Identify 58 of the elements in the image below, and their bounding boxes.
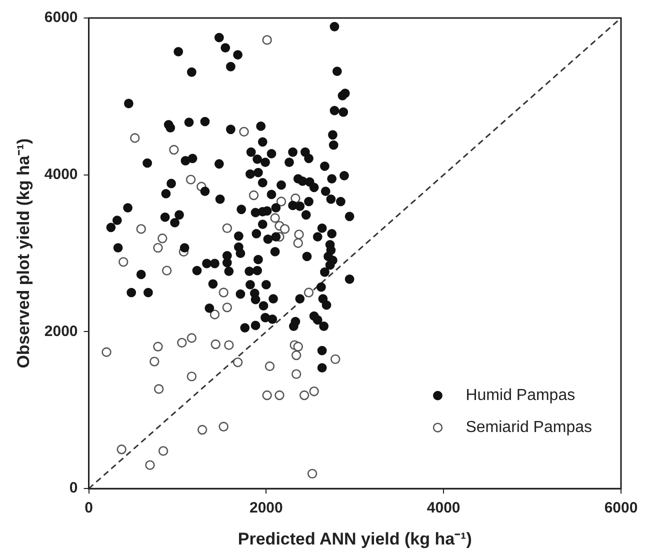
y-tick-label: 4000: [44, 166, 78, 184]
x-tick-label: 2000: [249, 500, 283, 517]
y-axis-title: Observed plot yield (kg ha⁻¹): [14, 138, 33, 368]
point: [307, 468, 318, 479]
point: [130, 133, 140, 143]
point: [150, 356, 160, 366]
point: [222, 302, 232, 312]
point: [274, 390, 284, 400]
point: [169, 144, 179, 155]
point: [239, 126, 249, 137]
point: [280, 224, 290, 234]
point: [262, 35, 272, 45]
point: [154, 384, 164, 394]
point: [218, 422, 228, 432]
point: [162, 266, 172, 276]
point: [224, 340, 234, 350]
point: [293, 238, 303, 248]
point: [153, 342, 163, 352]
point: [304, 288, 314, 298]
point: [186, 333, 197, 343]
point: [291, 369, 302, 379]
point: [222, 223, 232, 234]
point: [210, 310, 220, 320]
point: [118, 257, 128, 267]
x-tick-label: 6000: [604, 500, 638, 517]
point: [158, 446, 168, 456]
point: [102, 347, 112, 357]
x-tick-label: 4000: [426, 500, 460, 517]
point: [299, 390, 310, 400]
x-tick-label: 0: [84, 500, 93, 517]
y-tick-label: 0: [69, 480, 78, 497]
point: [330, 354, 340, 364]
point: [294, 230, 304, 240]
legend-label: Humid Pampas: [466, 387, 576, 404]
point: [116, 444, 126, 454]
legend-label: Semiarid Pampas: [466, 419, 592, 436]
point: [264, 361, 275, 372]
point: [309, 386, 319, 396]
y-tick-label: 2000: [44, 322, 78, 340]
point: [248, 190, 259, 200]
point: [291, 350, 302, 360]
point: [136, 224, 146, 234]
point: [293, 342, 303, 352]
y-tick-label: 6000: [44, 9, 78, 26]
point: [186, 174, 196, 184]
point: [186, 372, 197, 382]
x-axis-title: Predicted ANN yield (kg ha⁻¹): [238, 529, 472, 548]
point: [153, 242, 163, 253]
point: [210, 339, 220, 350]
point: [262, 390, 272, 400]
point: [177, 338, 187, 348]
point: [145, 460, 155, 470]
point: [158, 234, 168, 244]
point: [232, 357, 243, 368]
point: [197, 424, 208, 435]
point: [218, 288, 228, 298]
point: [276, 196, 286, 206]
point: [270, 213, 280, 223]
